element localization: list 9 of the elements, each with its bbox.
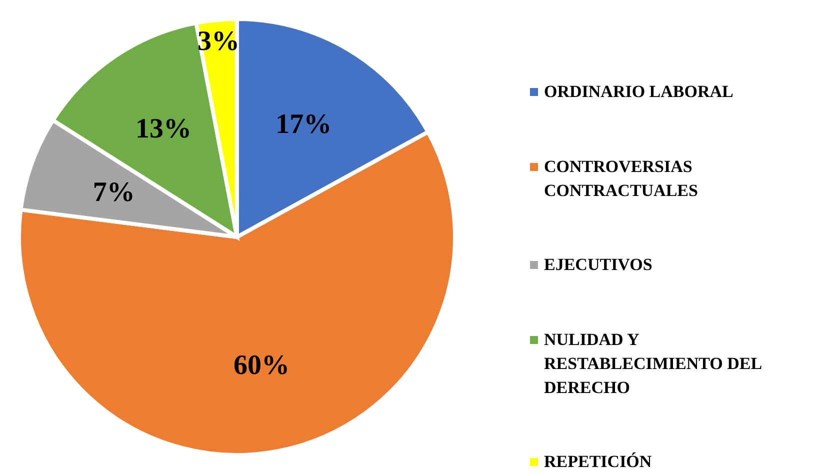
- legend-label: REPETICIÓN: [544, 451, 652, 473]
- legend-label: EJECUTIVOS: [544, 254, 652, 276]
- data-label: 13%: [135, 113, 192, 144]
- data-label: 60%: [234, 350, 290, 381]
- data-label: 17%: [276, 108, 332, 140]
- legend-label: NULIDAD Y RESTABLECIMIENTO DEL DERECHO: [544, 328, 762, 398]
- legend-label: ORDINARIO LABORAL: [544, 81, 734, 103]
- data-label: 7%: [92, 177, 135, 208]
- legend-label: CONTROVERSIAS CONTRACTUALES: [544, 156, 699, 202]
